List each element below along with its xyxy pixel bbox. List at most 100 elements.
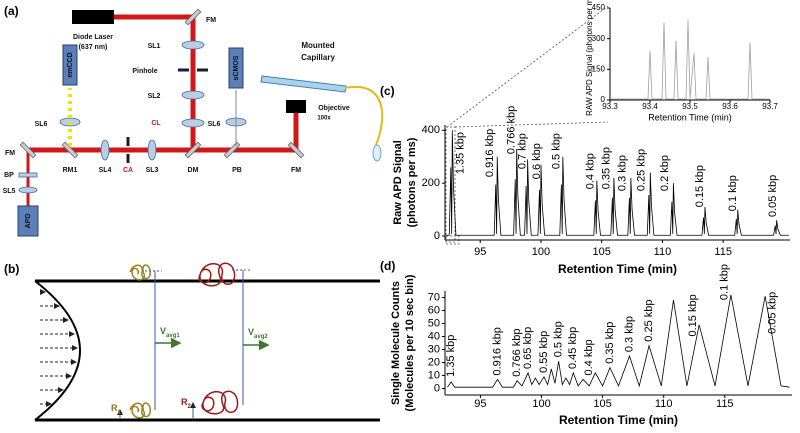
radius-label: R1	[111, 403, 122, 415]
x-tick-label: 100	[532, 398, 550, 410]
label: FM	[5, 150, 15, 157]
annotation: 0.3 kbp	[623, 316, 635, 352]
data-line	[447, 294, 790, 388]
symbol: R	[111, 403, 118, 413]
annotation: 0.05 kbp	[767, 175, 779, 217]
laser	[72, 10, 114, 24]
label: sCMOS	[233, 55, 240, 80]
y-tick-label: 10	[428, 369, 440, 381]
y-tick-label: 40	[428, 330, 440, 342]
x-tick-label: 93.5	[682, 102, 698, 111]
x-tick-label: 100	[532, 246, 550, 258]
annotation: 0.7 kbp	[517, 133, 529, 169]
label: Objective	[318, 105, 350, 112]
label: emCCD	[67, 52, 74, 77]
annotation: 0.5 kbp	[551, 133, 563, 169]
y-tick-label: 400	[422, 124, 440, 136]
label: Diode Laser	[73, 34, 113, 41]
panel-label: (b)	[4, 262, 19, 276]
label: SL5	[3, 188, 16, 195]
x-axis-label: Retention Time (min)	[558, 262, 677, 276]
x-axis-label: Retention Time (min)	[648, 112, 732, 122]
flow-profile	[34, 280, 81, 421]
radius-label: R2	[181, 397, 192, 409]
dna-large	[198, 262, 239, 415]
label: RM1	[63, 167, 78, 174]
annotation: 0.35 kbp	[600, 147, 612, 189]
label: SL6	[208, 121, 221, 128]
y-tick-label: 70	[428, 291, 440, 303]
dna-small	[129, 264, 151, 419]
panel-label: (c)	[380, 84, 395, 98]
y-tick-label: 300	[592, 34, 606, 43]
panel-a: (a)	[3, 4, 384, 237]
y-axis-label: RAW APD Signal (photons per ms)	[585, 0, 594, 116]
x-tick-label: 93.3	[602, 102, 618, 111]
capillary	[260, 75, 347, 93]
x-tick-label: 93.4	[642, 102, 658, 111]
annotation: 0.15 kbp	[694, 165, 706, 207]
y-tick-label: 20	[428, 356, 440, 368]
label: SL3	[146, 167, 159, 174]
x-tick-label: 93.7	[762, 102, 778, 111]
symbol: R	[181, 397, 188, 407]
annotation: 0.05 kbp	[766, 292, 778, 334]
x-tick-label: 115	[716, 398, 734, 410]
y-axis-label: Raw APD Signal	[392, 140, 404, 225]
label: CL	[151, 120, 161, 127]
annotation: 1.35 kbp	[445, 335, 457, 377]
subscript: avg1	[166, 333, 180, 339]
annotation: 0.916 kbp	[484, 129, 496, 177]
x-tick-label: 95	[474, 398, 486, 410]
annotation: 0.6 kbp	[531, 143, 543, 179]
annotation: 0.25 kbp	[643, 299, 655, 341]
annotation: 1.35 kbp	[455, 132, 467, 174]
label: SL1	[148, 43, 161, 50]
annotation: 0.25 kbp	[636, 149, 648, 191]
lenses	[18, 40, 247, 194]
label: (637 nm)	[79, 44, 108, 51]
panel-b: (b) Vavg1 Vavg2 R1 R2	[4, 262, 380, 422]
x-tick-label: 95	[474, 246, 486, 258]
flow-arrows	[40, 289, 78, 407]
annotation: 0.4 kbp	[583, 339, 595, 375]
annotation: 0.766 kbp	[506, 106, 518, 154]
y-axis-label: (Molecules per 10 sec bin)	[404, 274, 416, 411]
annotation: 0.35 kbp	[604, 322, 616, 364]
objective	[286, 100, 306, 113]
label: PB	[232, 167, 242, 174]
velocity-label: Vavg2	[248, 327, 268, 339]
data-line	[446, 130, 789, 236]
y-tick-label: 50	[428, 317, 440, 329]
annotation: 0.3 kbp	[616, 155, 628, 191]
scmos	[228, 47, 244, 89]
label: FM	[206, 17, 216, 24]
label: CA	[123, 167, 133, 174]
apd	[17, 205, 39, 237]
vial	[372, 144, 382, 162]
x-tick-label: 93.6	[722, 102, 738, 111]
panel-label: (a)	[4, 4, 19, 18]
symbol: V	[248, 327, 254, 337]
data-line	[610, 20, 770, 100]
annotation: 0.5 kbp	[553, 321, 565, 357]
x-axis-label: Retention Time (min)	[559, 413, 678, 427]
y-axis-label: Single Molecule Counts	[390, 281, 402, 405]
annotation: 0.766 kbp	[511, 328, 523, 376]
label: FM	[291, 167, 301, 174]
y-tick-label: 0	[434, 382, 440, 394]
label: SL6	[35, 121, 48, 128]
y-tick-label: 30	[428, 343, 440, 355]
symbol: V	[160, 326, 166, 336]
y-tick-label: 200	[422, 177, 440, 189]
label: DM	[188, 167, 199, 174]
y-axis-label: (photons per ms)	[406, 137, 418, 227]
label: BP	[4, 172, 14, 179]
tubing	[344, 85, 384, 146]
subscript: 2	[188, 404, 192, 410]
y-tick-label: 450	[592, 3, 606, 12]
x-tick-label: 105	[593, 398, 611, 410]
annotation: 0.2 kbp	[659, 155, 671, 191]
label: Pinhole	[132, 68, 157, 75]
